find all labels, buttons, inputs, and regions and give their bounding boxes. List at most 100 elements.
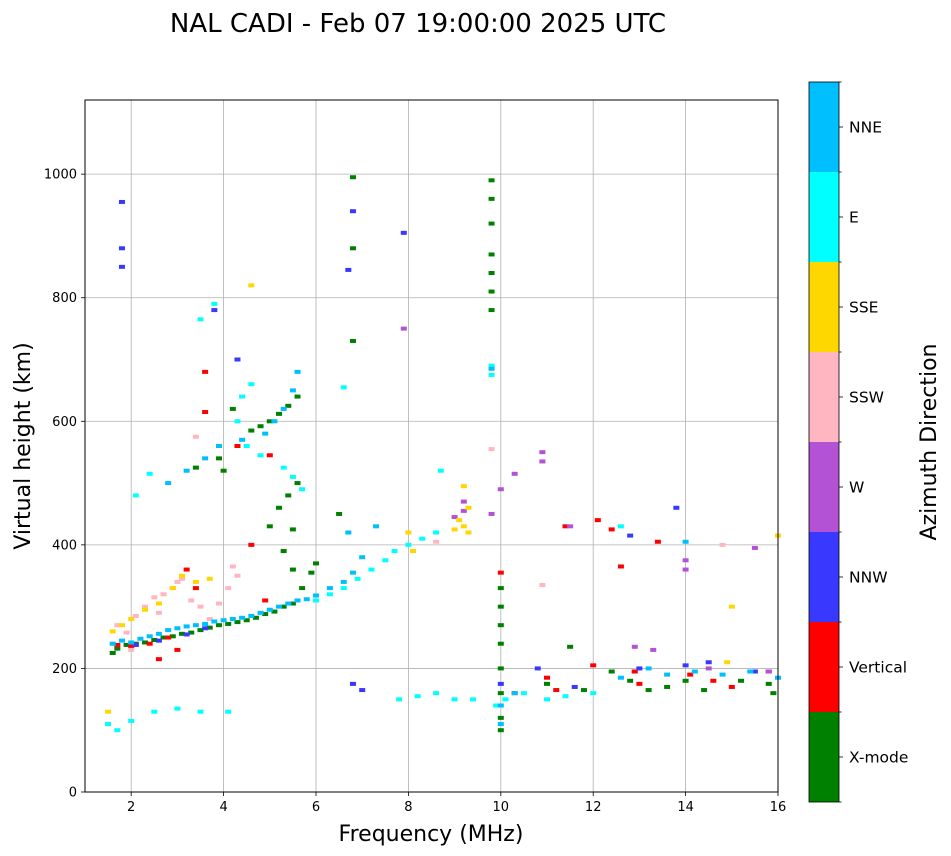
data-point <box>544 697 550 702</box>
data-point <box>114 646 121 651</box>
data-point <box>285 601 292 606</box>
data-point <box>497 722 504 727</box>
data-point <box>206 625 213 630</box>
data-point <box>382 558 389 563</box>
data-point <box>488 289 495 294</box>
data-point <box>109 641 116 646</box>
data-point <box>313 598 319 603</box>
data-point <box>326 586 333 591</box>
data-point <box>465 505 472 510</box>
data-point <box>511 691 518 696</box>
x-tick-label: 8 <box>404 800 412 815</box>
data-point <box>451 697 458 702</box>
data-point <box>289 388 296 393</box>
data-point <box>118 623 125 628</box>
data-point <box>234 444 241 448</box>
data-point <box>118 264 125 269</box>
data-point <box>359 555 366 560</box>
data-point <box>349 338 356 343</box>
data-point <box>151 595 158 600</box>
data-point <box>631 644 638 649</box>
data-point <box>262 431 269 436</box>
data-point <box>229 406 236 411</box>
data-point <box>497 715 504 720</box>
data-point <box>391 549 398 554</box>
data-point <box>488 252 495 257</box>
data-point <box>488 366 495 371</box>
colorbar-label: W <box>849 479 864 497</box>
data-point <box>229 564 236 569</box>
data-point <box>705 660 712 665</box>
data-point <box>673 505 680 510</box>
data-point <box>497 586 504 591</box>
data-point <box>289 567 296 572</box>
grid-lines <box>85 100 779 793</box>
data-point <box>276 604 283 609</box>
colorbar-label: NNE <box>849 119 882 137</box>
data-point <box>617 524 624 529</box>
data-point <box>627 678 634 683</box>
data-point <box>488 447 495 452</box>
x-tick-label: 16 <box>770 800 787 815</box>
data-point <box>211 619 218 624</box>
data-point <box>202 621 209 626</box>
data-point <box>354 576 361 581</box>
data-point <box>114 642 121 647</box>
data-point <box>289 527 296 532</box>
data-point <box>728 684 735 689</box>
colorbar-swatch <box>809 172 839 262</box>
data-point <box>608 527 615 532</box>
data-point <box>155 657 162 662</box>
data-point <box>179 631 186 636</box>
colorbar-label: X-mode <box>849 749 908 767</box>
data-point <box>650 647 657 652</box>
data-point <box>493 703 500 708</box>
data-point <box>155 610 162 615</box>
data-point <box>192 579 199 584</box>
data-point <box>234 419 241 424</box>
data-point <box>765 681 772 686</box>
data-point <box>280 549 287 554</box>
data-point <box>197 317 204 322</box>
data-point <box>248 283 255 288</box>
data-point <box>345 267 352 272</box>
data-point <box>234 620 241 625</box>
data-point <box>169 634 176 639</box>
data-point <box>202 456 209 461</box>
data-point <box>664 672 671 677</box>
data-point <box>368 567 375 572</box>
data-point <box>400 230 407 235</box>
y-tick-label: 400 <box>52 538 77 553</box>
data-point <box>109 650 116 655</box>
data-point <box>215 456 222 461</box>
x-tick-label: 4 <box>219 800 227 815</box>
data-point <box>608 669 615 674</box>
data-point <box>239 394 246 399</box>
data-point <box>202 410 209 415</box>
y-tick-label: 0 <box>69 786 77 801</box>
colorbar-swatch <box>809 82 839 172</box>
data-point <box>539 450 546 455</box>
x-tick-label: 6 <box>312 800 320 815</box>
data-point <box>257 610 264 615</box>
data-point <box>313 561 319 566</box>
colorbar-swatch <box>809 442 839 532</box>
data-point <box>114 623 121 628</box>
data-point <box>433 691 440 696</box>
data-point <box>146 634 153 639</box>
data-points <box>105 175 781 733</box>
data-point <box>460 499 467 504</box>
data-point <box>747 669 754 674</box>
data-point <box>248 382 255 387</box>
data-point <box>349 681 356 686</box>
data-point <box>456 518 463 523</box>
data-point <box>437 468 444 473</box>
data-point <box>174 647 181 652</box>
data-point <box>220 468 227 473</box>
data-point <box>243 444 250 448</box>
data-point <box>202 626 209 631</box>
data-point <box>271 419 278 424</box>
x-tick-label: 2 <box>127 800 135 815</box>
colorbar-label: E <box>849 209 859 227</box>
data-point <box>257 424 264 429</box>
